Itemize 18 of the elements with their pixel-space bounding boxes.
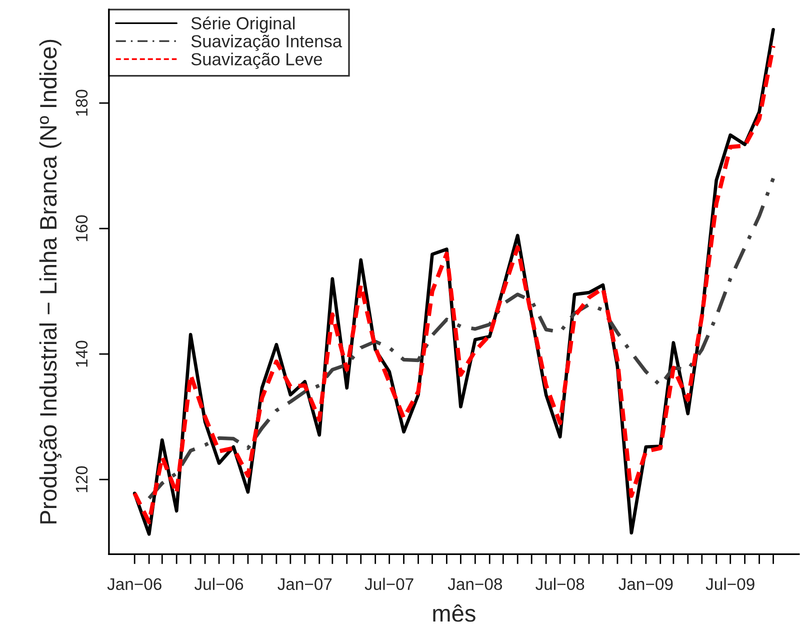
legend-label: Suavização Intensa [191, 34, 342, 51]
x-tick-label: Jan−07 [278, 578, 332, 590]
x-tick-label: Jan−06 [107, 578, 162, 590]
x-axis-title: mês [433, 604, 476, 622]
y-axis-title: Produção Industrial − Linha Branca (Nº Indice) [39, 40, 62, 524]
x-tick-label: Jan−08 [448, 578, 502, 590]
x-tick-label: Jul−06 [194, 578, 244, 590]
y-tick-label: 180 [76, 90, 88, 116]
x-tick-label: Jul−08 [536, 578, 584, 590]
x-tick-label: Jul−09 [706, 578, 754, 590]
x-tick-label: Jan−09 [618, 578, 673, 590]
y-tick-label: 140 [76, 340, 88, 367]
legend-label: Suavização Leve [191, 52, 322, 69]
y-tick-label: 160 [76, 215, 88, 242]
line-series [147, 176, 776, 500]
y-tick-label: 120 [76, 466, 88, 492]
legend-label: Série Original [191, 16, 295, 33]
x-tick-label: Jul−07 [364, 578, 414, 590]
